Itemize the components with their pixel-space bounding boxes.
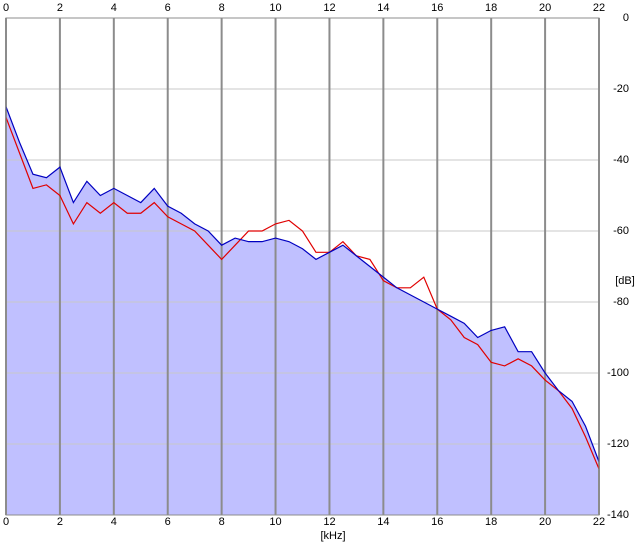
x-axis-label: [kHz] xyxy=(320,530,345,542)
x-tick-label: 14 xyxy=(377,2,389,14)
x-tick-label: 16 xyxy=(431,516,443,528)
x-tick-label: 2 xyxy=(57,516,63,528)
y-tick-label: -120 xyxy=(607,438,629,450)
x-tick-label: 18 xyxy=(485,516,497,528)
y-tick-label: -140 xyxy=(607,509,629,521)
y-tick-label: -100 xyxy=(607,367,629,379)
x-tick-label: 20 xyxy=(539,2,551,14)
x-tick-label: 14 xyxy=(377,516,389,528)
line xyxy=(5,117,600,470)
x-tick-label: 22 xyxy=(593,516,605,528)
x-tick-label: 0 xyxy=(3,2,9,14)
x-tick-label: 20 xyxy=(539,516,551,528)
x-tick-label: 6 xyxy=(165,2,171,14)
x-tick-label: 2 xyxy=(57,2,63,14)
y-tick-label: -80 xyxy=(613,296,629,308)
x-tick-label: 12 xyxy=(323,516,335,528)
y-tick-label: 0 xyxy=(623,12,629,24)
area xyxy=(6,106,599,515)
x-tick-label: 22 xyxy=(593,2,605,14)
plot-frame xyxy=(5,17,600,516)
x-tick-label: 8 xyxy=(219,2,225,14)
x-tick-label: 4 xyxy=(111,2,117,14)
y-tick-label: -20 xyxy=(613,83,629,95)
y-tick-label: -60 xyxy=(613,225,629,237)
x-tick-label: 6 xyxy=(165,516,171,528)
x-tick-label: 4 xyxy=(111,516,117,528)
x-tick-label: 0 xyxy=(3,516,9,528)
x-tick-label: 16 xyxy=(431,2,443,14)
x-tick-label: 10 xyxy=(269,2,281,14)
y-axis-label: [dB] xyxy=(615,275,635,287)
x-tick-label: 12 xyxy=(323,2,335,14)
x-tick-label: 8 xyxy=(219,516,225,528)
x-tick-label: 18 xyxy=(485,2,497,14)
line xyxy=(5,106,600,462)
x-tick-label: 10 xyxy=(269,516,281,528)
y-tick-label: -40 xyxy=(613,154,629,166)
